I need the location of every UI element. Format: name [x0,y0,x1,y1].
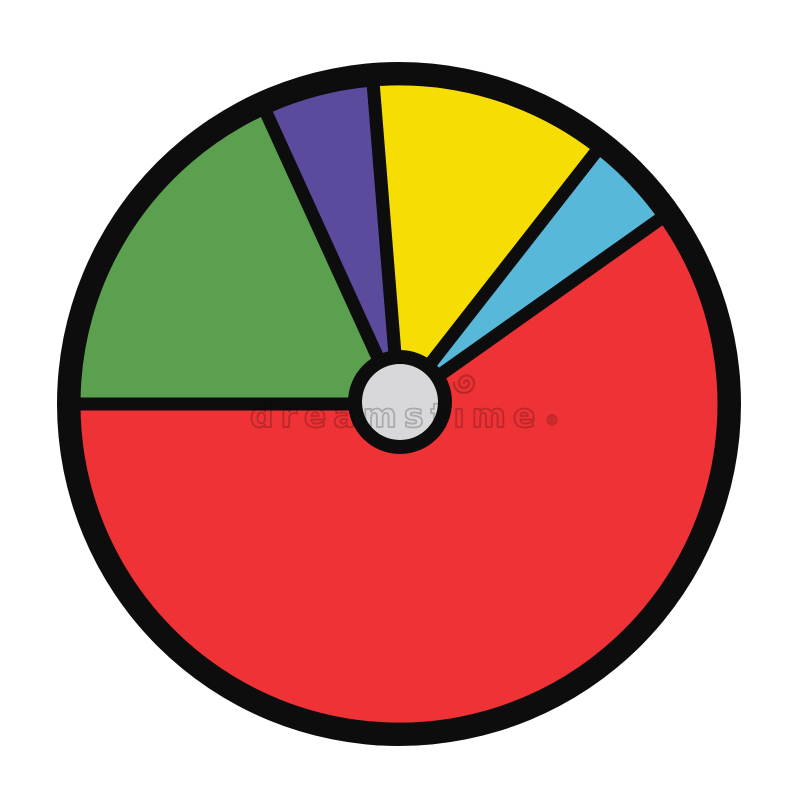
pie-hub [362,364,438,440]
pie-slice-green [67,101,406,411]
pie-slice-yellow [366,72,606,411]
pie-slices [67,72,731,736]
pie-slice-red [67,209,731,736]
